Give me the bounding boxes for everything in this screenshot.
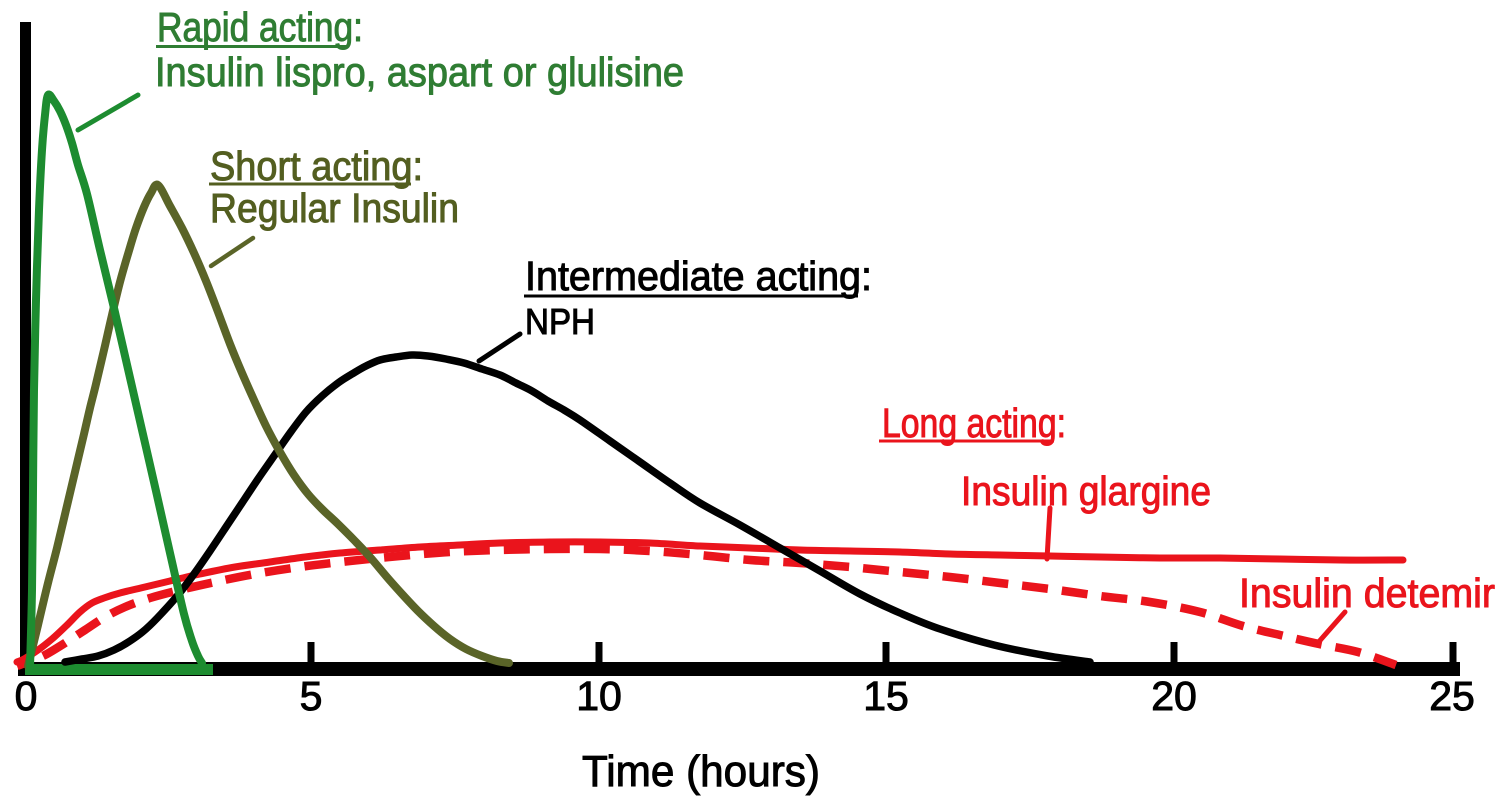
svg-text:20: 20 bbox=[1151, 673, 1197, 719]
svg-text:Time (hours): Time (hours) bbox=[582, 747, 820, 796]
svg-text:5: 5 bbox=[300, 673, 323, 719]
svg-text:Insulin glargine: Insulin glargine bbox=[961, 468, 1211, 514]
svg-text:Insulin detemir: Insulin detemir bbox=[1239, 570, 1495, 616]
svg-text:25: 25 bbox=[1429, 673, 1475, 719]
svg-text:Rapid acting:: Rapid acting: bbox=[157, 4, 363, 50]
svg-text:10: 10 bbox=[576, 673, 622, 719]
svg-text:Short acting:: Short acting: bbox=[210, 143, 423, 189]
svg-text:Intermediate acting:: Intermediate acting: bbox=[525, 253, 872, 299]
svg-text:0: 0 bbox=[15, 673, 38, 719]
svg-text:Regular Insulin: Regular Insulin bbox=[210, 185, 459, 231]
svg-text:Insulin lispro, aspart or glul: Insulin lispro, aspart or glulisine bbox=[155, 49, 684, 95]
svg-text:Long acting:: Long acting: bbox=[882, 400, 1066, 446]
svg-text:15: 15 bbox=[863, 673, 909, 719]
svg-text:NPH: NPH bbox=[525, 301, 595, 342]
